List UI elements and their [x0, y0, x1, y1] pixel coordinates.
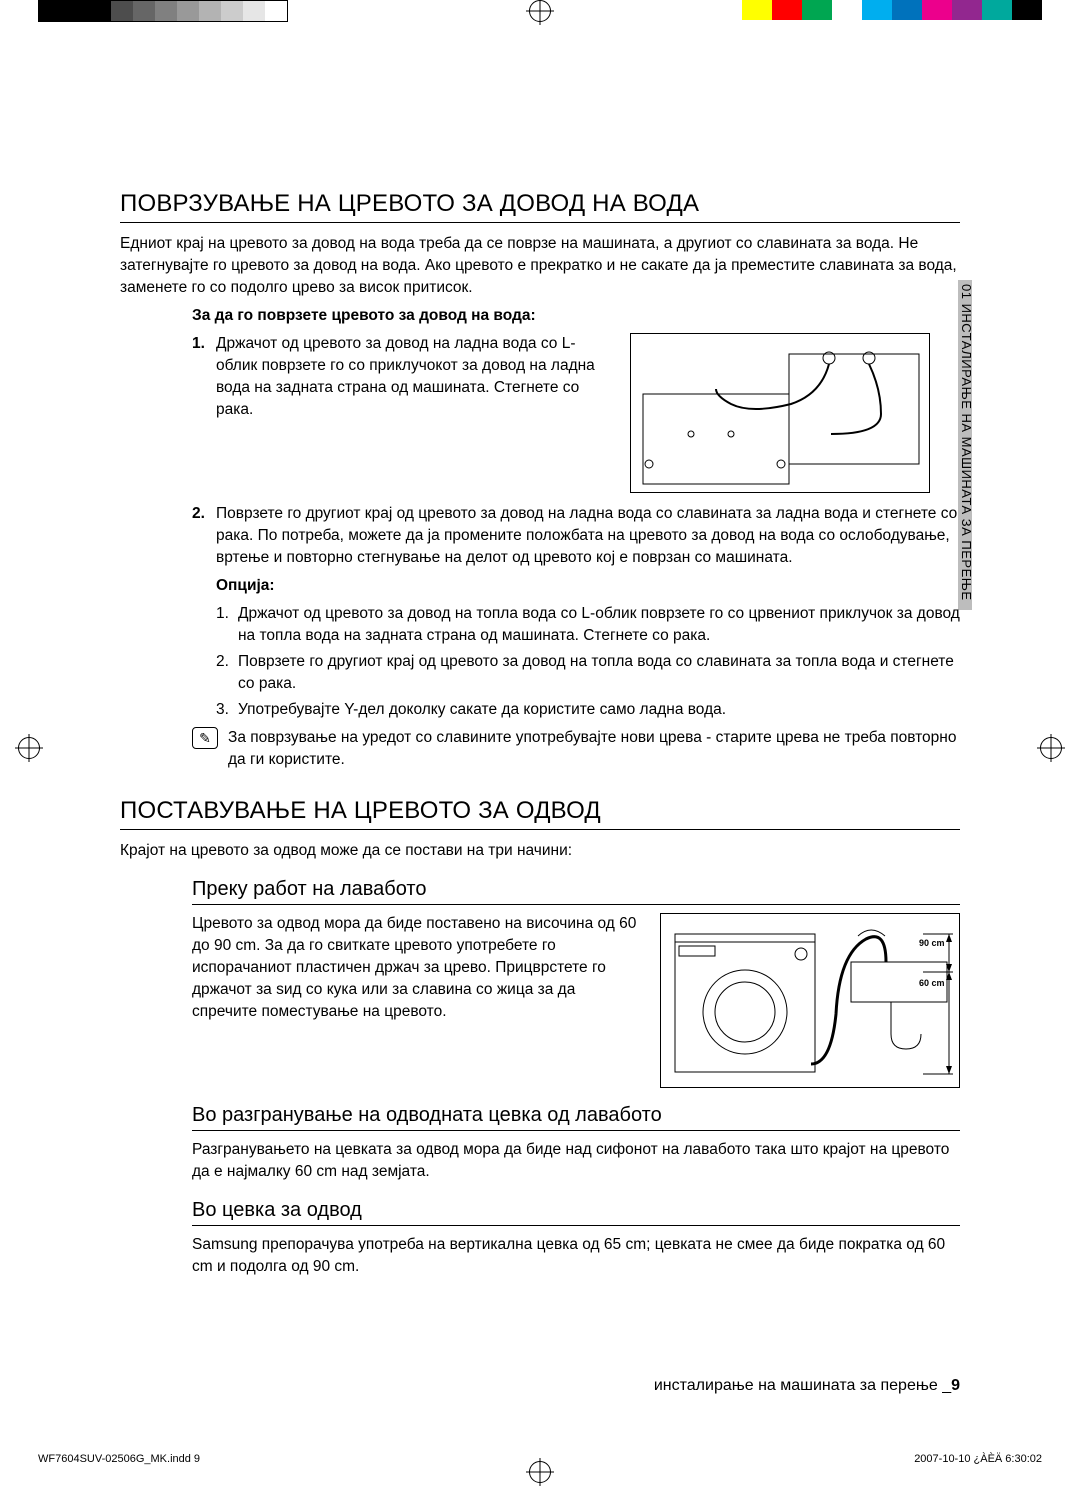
print-file: WF7604SUV-02506G_MK.indd 9: [38, 1453, 200, 1465]
sub-3-body: Samsung препорачува употреба на вертикал…: [192, 1234, 960, 1278]
sub-2-body: Разгранувањето на цевката за одвод мора …: [192, 1139, 960, 1183]
print-metadata: WF7604SUV-02506G_MK.indd 9 2007-10-10 ¿À…: [38, 1453, 1042, 1465]
step-2-text: Поврзете го другиот крај од цревото за д…: [216, 505, 957, 566]
label-90cm: 90 cm: [919, 938, 945, 948]
footer-text: инсталирање на машината за перење _: [654, 1377, 951, 1394]
step-2: 2. Поврзете го другиот крај од цревото з…: [192, 503, 960, 569]
registration-mark-right: [1040, 737, 1062, 759]
page-footer: инсталирање на машината за перење _9: [120, 1377, 960, 1395]
option-1: 1.Држачот од цревото за довод на топла в…: [216, 603, 960, 647]
step-1-text: Држачот од цревото за довод на ладна вод…: [216, 335, 595, 418]
note-text: За поврзување на уредот со славините упо…: [228, 727, 960, 771]
step-2-number: 2.: [192, 503, 205, 525]
registration-mark-left: [18, 737, 40, 759]
sub-heading-1: Преку работ на лавабото: [192, 878, 960, 905]
footer-page: 9: [951, 1377, 960, 1394]
chapter-side-label: 01 ИНСТАЛИРАЊЕ НА МАШИНАТА ЗА ПЕРЕЊЕ: [959, 284, 974, 601]
step-1: 1. Држачот од цревото за довод на ладна …: [192, 333, 612, 421]
section-2-intro: Крајот на цревото за одвод може да се по…: [120, 840, 960, 862]
figure-water-inlet: [630, 333, 930, 493]
section-2-title: ПОСТАВУВАЊЕ НА ЦРЕВОТО ЗА ОДВОД: [120, 797, 960, 830]
option-3: 3.Употребувајте Y-дел доколку сакате да …: [216, 699, 960, 721]
label-60cm: 60 cm: [919, 978, 945, 988]
sub-1-body: Цревото за одвод мора да биде поставено …: [192, 913, 642, 1023]
section-1-title: ПОВРЗУВАЊЕ НА ЦРЕВОТО ЗА ДОВОД НА ВОДА: [120, 190, 960, 223]
step-1-number: 1.: [192, 333, 205, 355]
figure-drain-hose: 90 cm 60 cm: [660, 913, 960, 1088]
sub-heading-3: Во цевка за одвод: [192, 1199, 960, 1226]
option-2: 2.Поврзете го другиот крај од цревото за…: [216, 651, 960, 695]
connect-hose-heading: За да го поврзете цревото за довод на во…: [192, 305, 960, 327]
sub-heading-2: Во разгранување на одводната цевка од ла…: [192, 1104, 960, 1131]
note-icon: ✎: [192, 727, 218, 749]
registration-mark-top: [529, 0, 551, 22]
print-timestamp: 2007-10-10 ¿ÀÈÄ 6:30:02: [914, 1453, 1042, 1465]
section-1-intro: Едниот крај на цревото за довод на вода …: [120, 233, 960, 299]
option-label: Опција:: [216, 575, 960, 597]
note-row: ✎ За поврзување на уредот со славините у…: [192, 727, 960, 771]
